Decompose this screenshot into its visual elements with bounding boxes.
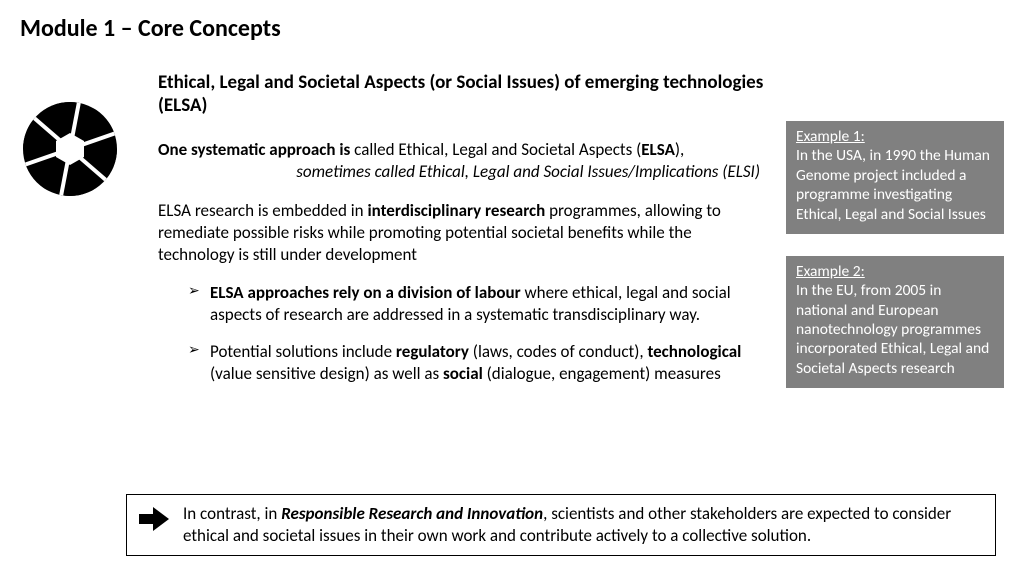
page-title: Module 1 – Core Concepts <box>20 14 1004 43</box>
paragraph-1: ELSA research is embedded in interdiscip… <box>158 200 768 266</box>
bullet-2: Potential solutions include regulatory (… <box>188 341 768 385</box>
bullet-1: ELSA approaches rely on a division of la… <box>188 282 768 326</box>
aperture-icon <box>20 99 120 199</box>
section-heading: Ethical, Legal and Societal Aspects (or … <box>158 71 768 117</box>
lead-acronym: ELSA <box>641 139 675 160</box>
lead-mid: called Ethical, Legal and Societal Aspec… <box>350 139 641 160</box>
b2-b: regulatory <box>396 341 469 362</box>
example-1-label: Example 1: <box>796 127 865 146</box>
lead-bold-1: One systematic approach is <box>158 139 350 160</box>
content-area: Ethical, Legal and Societal Aspects (or … <box>20 71 1004 399</box>
b2-c: (laws, codes of conduct), <box>469 341 647 362</box>
b2-a: Potential solutions include <box>210 341 396 362</box>
b2-e: (value sensitive design) as well as <box>210 363 443 384</box>
bullet-list: ELSA approaches rely on a division of la… <box>158 282 768 384</box>
bt-b: Responsible Research and Innovation <box>281 503 543 524</box>
p1-a: ELSA research is embedded in <box>158 200 367 221</box>
p1-b: interdisciplinary research <box>367 200 545 221</box>
contrast-text: In contrast, in Responsible Research and… <box>183 503 983 547</box>
example-2-label: Example 2: <box>796 262 865 281</box>
example-1-text: In the USA, in 1990 the Human Genome pro… <box>796 146 990 223</box>
bt-a: In contrast, in <box>183 503 281 524</box>
lead-subline: sometimes called Ethical, Legal and Soci… <box>158 161 768 182</box>
lead-line: One systematic approach is called Ethica… <box>158 139 768 161</box>
main-column: Ethical, Legal and Societal Aspects (or … <box>158 71 768 399</box>
lead-post: ), <box>675 139 684 160</box>
arrow-icon <box>139 503 169 536</box>
b2-f: social <box>443 363 483 384</box>
example-2-text: In the EU, from 2005 in national and Eur… <box>796 281 989 378</box>
icon-column <box>20 71 140 399</box>
example-box-1: Example 1: In the USA, in 1990 the Human… <box>786 121 1004 234</box>
example-box-2: Example 2: In the EU, from 2005 in natio… <box>786 256 1004 388</box>
b1-a: ELSA approaches rely on a division of la… <box>210 282 521 303</box>
examples-column: Example 1: In the USA, in 1990 the Human… <box>786 71 1004 399</box>
contrast-callout: In contrast, in Responsible Research and… <box>126 494 996 556</box>
b2-g: (dialogue, engagement) measures <box>483 363 721 384</box>
b2-d: technological <box>647 341 741 362</box>
